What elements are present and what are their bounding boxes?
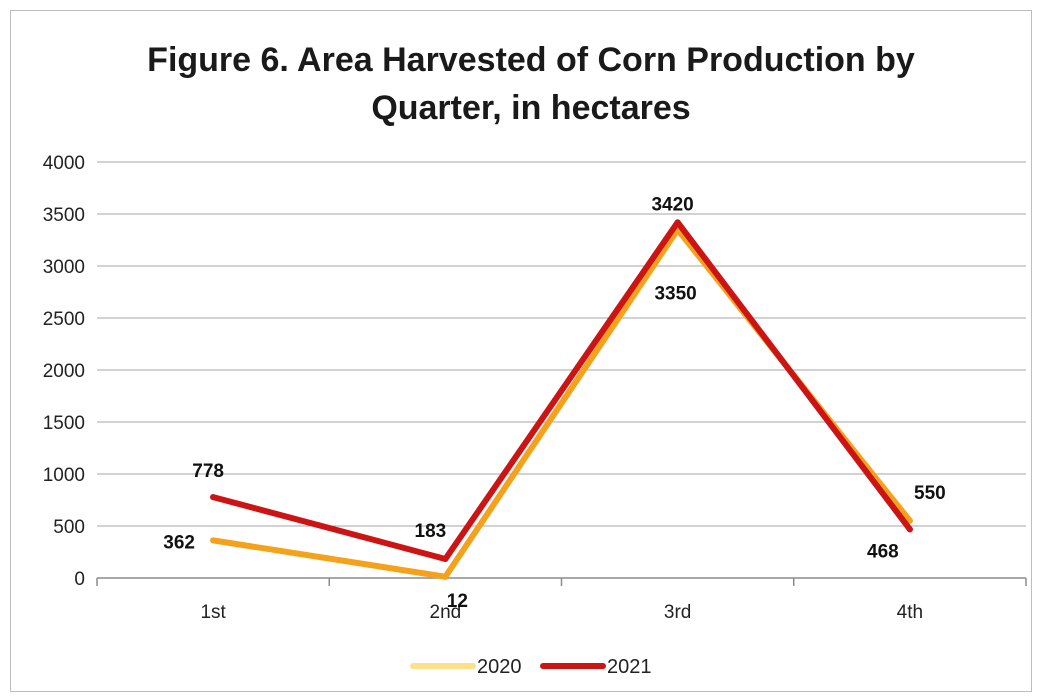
data-point-2020 <box>210 537 217 544</box>
data-label-2021: 778 <box>192 461 224 482</box>
x-tick-label: 2nd <box>430 602 462 623</box>
x-tick-label: 1st <box>200 602 226 623</box>
y-tick-label: 4000 <box>43 153 85 174</box>
data-point-2021 <box>442 555 449 562</box>
data-label-2021: 468 <box>867 541 899 562</box>
y-tick-label: 0 <box>74 569 85 590</box>
chart-title-line-1: Figure 6. Area Harvested of Corn Product… <box>147 41 915 79</box>
data-label-2020: 550 <box>914 483 946 504</box>
data-point-2020 <box>442 573 449 580</box>
chart-title-line-2: Quarter, in hectares <box>371 89 691 127</box>
grid-layer <box>97 161 1026 527</box>
x-tick-label: 4th <box>897 602 923 623</box>
data-point-2021 <box>674 219 681 226</box>
axis-layer: 0 500 1000 1500 2000 2500 3000 3500 4000 1st 2nd 3r… <box>43 153 1027 623</box>
data-point-2020 <box>906 517 913 524</box>
data-point-2021 <box>906 526 913 533</box>
y-tick-label: 2500 <box>43 309 85 330</box>
y-tick-label: 3500 <box>43 205 85 226</box>
data-label-2021: 183 <box>415 521 447 542</box>
data-label-2021: 3420 <box>651 194 693 215</box>
x-tick-label: 3rd <box>664 602 691 623</box>
data-label-2020: 12 <box>447 591 468 612</box>
legend-label-2021: 2021 <box>607 656 652 678</box>
legend: 2020 2021 <box>410 656 652 678</box>
data-label-2020: 3350 <box>654 284 696 305</box>
series-layer <box>210 219 913 580</box>
legend-label-2020: 2020 <box>477 656 522 678</box>
y-tick-label: 500 <box>53 517 85 538</box>
y-tick-label: 2000 <box>43 361 85 382</box>
data-label-2020: 362 <box>163 532 195 553</box>
y-tick-label: 1500 <box>43 413 85 434</box>
data-point-2021 <box>210 494 217 501</box>
series-line-2021 <box>210 219 913 562</box>
label-layer: 362 12 3350 550 778 183 3420 468 <box>163 194 945 611</box>
y-tick-label: 3000 <box>43 257 85 278</box>
chart-title: Figure 6. Area Harvested of Corn Product… <box>0 36 1042 132</box>
y-tick-label: 1000 <box>43 465 85 486</box>
